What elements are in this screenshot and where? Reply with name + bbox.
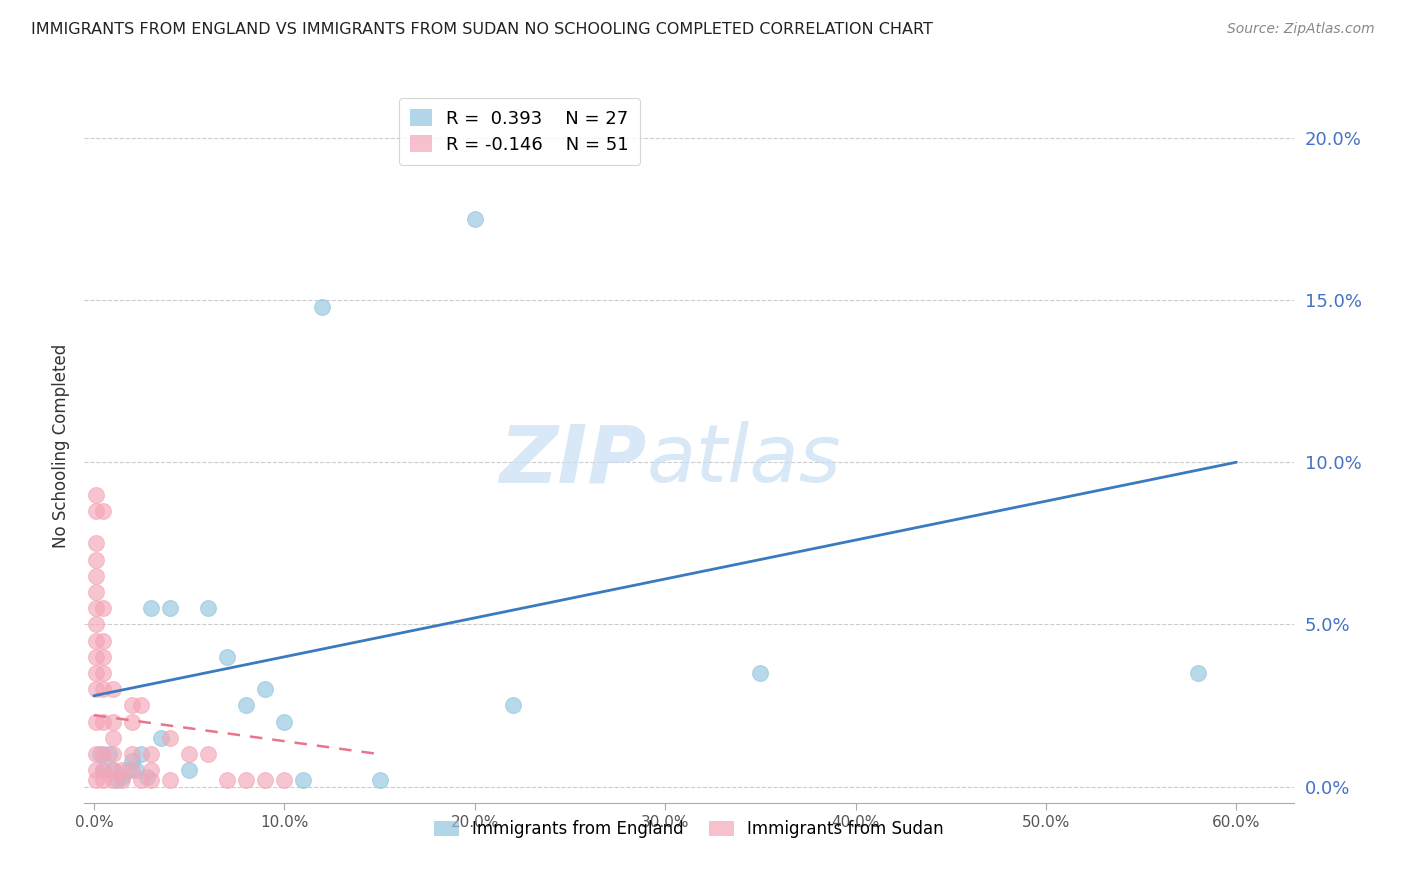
Point bbox=[89, 747, 111, 761]
Point bbox=[131, 698, 153, 713]
Point bbox=[84, 488, 107, 502]
Point bbox=[93, 504, 115, 518]
Point bbox=[84, 585, 107, 599]
Point bbox=[139, 773, 162, 788]
Point bbox=[197, 601, 219, 615]
Point bbox=[93, 682, 115, 697]
Point bbox=[84, 536, 107, 550]
Point bbox=[93, 649, 115, 664]
Point bbox=[111, 770, 134, 784]
Point bbox=[502, 698, 524, 713]
Point bbox=[177, 747, 200, 761]
Y-axis label: No Schooling Completed: No Schooling Completed bbox=[52, 344, 70, 548]
Point bbox=[197, 747, 219, 761]
Point bbox=[464, 211, 486, 226]
Point bbox=[105, 773, 128, 788]
Point bbox=[93, 714, 115, 729]
Point bbox=[149, 731, 172, 745]
Point bbox=[217, 649, 239, 664]
Point bbox=[93, 764, 115, 778]
Point bbox=[93, 773, 115, 788]
Point bbox=[101, 714, 124, 729]
Point bbox=[101, 731, 124, 745]
Point bbox=[93, 601, 115, 615]
Point bbox=[84, 666, 107, 681]
Point bbox=[1187, 666, 1209, 681]
Point bbox=[84, 568, 107, 582]
Point bbox=[368, 773, 391, 788]
Point bbox=[749, 666, 772, 681]
Point bbox=[131, 773, 153, 788]
Point bbox=[121, 747, 143, 761]
Point bbox=[101, 764, 124, 778]
Point bbox=[254, 682, 277, 697]
Point bbox=[125, 764, 148, 778]
Point bbox=[273, 773, 295, 788]
Point bbox=[84, 649, 107, 664]
Text: ZIP: ZIP bbox=[499, 421, 647, 500]
Point bbox=[235, 773, 257, 788]
Point bbox=[159, 773, 181, 788]
Text: IMMIGRANTS FROM ENGLAND VS IMMIGRANTS FROM SUDAN NO SCHOOLING COMPLETED CORRELAT: IMMIGRANTS FROM ENGLAND VS IMMIGRANTS FR… bbox=[31, 22, 932, 37]
Legend: Immigrants from England, Immigrants from Sudan: Immigrants from England, Immigrants from… bbox=[427, 814, 950, 845]
Point bbox=[121, 764, 143, 778]
Point bbox=[311, 300, 333, 314]
Point bbox=[84, 747, 107, 761]
Point bbox=[98, 747, 121, 761]
Point bbox=[111, 773, 134, 788]
Point bbox=[84, 601, 107, 615]
Point bbox=[273, 714, 295, 729]
Point bbox=[93, 633, 115, 648]
Text: Source: ZipAtlas.com: Source: ZipAtlas.com bbox=[1227, 22, 1375, 37]
Point bbox=[131, 747, 153, 761]
Point bbox=[84, 764, 107, 778]
Point bbox=[121, 714, 143, 729]
Point bbox=[254, 773, 277, 788]
Text: atlas: atlas bbox=[647, 421, 841, 500]
Point bbox=[111, 764, 134, 778]
Point bbox=[217, 773, 239, 788]
Point bbox=[292, 773, 315, 788]
Point bbox=[101, 682, 124, 697]
Point bbox=[235, 698, 257, 713]
Point bbox=[139, 747, 162, 761]
Point bbox=[139, 601, 162, 615]
Point bbox=[84, 633, 107, 648]
Point bbox=[101, 764, 124, 778]
Point bbox=[177, 764, 200, 778]
Point bbox=[101, 747, 124, 761]
Point bbox=[93, 764, 115, 778]
Point bbox=[159, 601, 181, 615]
Point bbox=[93, 666, 115, 681]
Point bbox=[84, 552, 107, 566]
Point bbox=[84, 773, 107, 788]
Point bbox=[84, 504, 107, 518]
Point bbox=[84, 682, 107, 697]
Point bbox=[84, 714, 107, 729]
Point bbox=[121, 698, 143, 713]
Point bbox=[121, 754, 143, 768]
Point bbox=[136, 770, 159, 784]
Point bbox=[139, 764, 162, 778]
Point bbox=[117, 764, 139, 778]
Point bbox=[93, 747, 115, 761]
Point bbox=[84, 617, 107, 632]
Point bbox=[101, 773, 124, 788]
Point bbox=[159, 731, 181, 745]
